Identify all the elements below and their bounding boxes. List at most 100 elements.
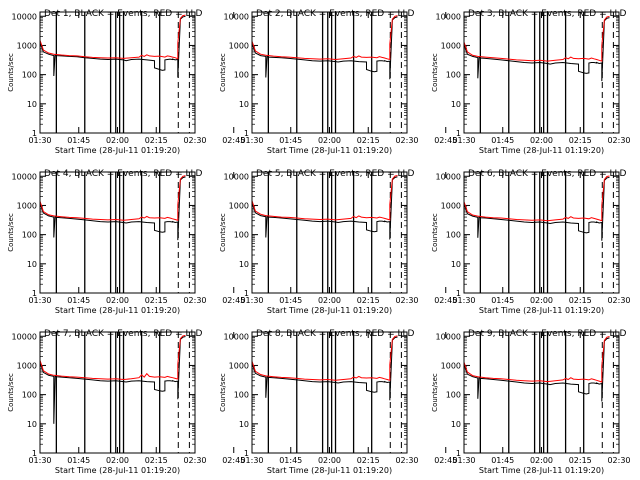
x-axis-label: Start Time (28-Jul-11 01:19:20) xyxy=(55,146,180,155)
x-tick-label: 02:00 xyxy=(318,456,341,465)
events-series-line xyxy=(40,336,186,424)
x-tick-label: 01:30 xyxy=(240,296,263,305)
x-tick-label: 02:00 xyxy=(318,136,341,145)
y-tick-label: 1 xyxy=(456,449,461,458)
x-axis-label: Start Time (28-Jul-11 01:19:20) xyxy=(55,466,180,475)
x-tick-label: 02:45 xyxy=(434,456,457,465)
x-tick-label: 02:15 xyxy=(357,136,380,145)
y-tick-label: 10 xyxy=(239,260,249,269)
y-tick-label: 10 xyxy=(27,420,37,429)
x-tick-label: 02:45 xyxy=(222,296,245,305)
x-tick-label: 02:45 xyxy=(434,136,457,145)
y-tick-label: 1000 xyxy=(441,201,461,210)
y-tick-label: 100 xyxy=(446,391,461,400)
plot-frame xyxy=(251,171,408,294)
x-axis-label: Start Time (28-Jul-11 01:19:20) xyxy=(479,146,604,155)
x-tick-label: 02:15 xyxy=(145,456,168,465)
detector-panel-4: Det 4, BLACK = Events, RED = LLD11010010… xyxy=(7,169,245,315)
y-tick-label: 1 xyxy=(32,129,37,138)
y-tick-label: 10000 xyxy=(436,332,461,341)
x-tick-label: 02:30 xyxy=(395,136,418,145)
x-tick-label: 02:15 xyxy=(569,296,592,305)
detector-panel-7: Det 7, BLACK = Events, RED = LLD11010010… xyxy=(7,329,245,475)
lld-series-line xyxy=(40,175,186,221)
y-tick-label: 10000 xyxy=(224,12,249,21)
plot-frame xyxy=(39,171,196,294)
x-tick-label: 02:00 xyxy=(318,296,341,305)
x-tick-label: 02:15 xyxy=(569,136,592,145)
y-tick-label: 10000 xyxy=(436,12,461,21)
y-tick-label: 100 xyxy=(22,231,37,240)
lld-series-line xyxy=(40,14,186,60)
y-tick-label: 100 xyxy=(22,71,37,80)
x-tick-label: 02:00 xyxy=(530,136,553,145)
events-series-line xyxy=(252,176,398,240)
x-tick-label: 02:00 xyxy=(106,136,129,145)
plot-frame xyxy=(251,331,408,454)
x-axis-label: Start Time (28-Jul-11 01:19:20) xyxy=(479,306,604,315)
y-tick-label: 1 xyxy=(244,289,249,298)
x-tick-label: 02:30 xyxy=(183,296,206,305)
x-tick-label: 01:45 xyxy=(67,456,90,465)
events-series-line xyxy=(464,176,610,241)
y-tick-label: 1 xyxy=(244,129,249,138)
y-tick-label: 10 xyxy=(27,260,37,269)
y-tick-label: 10000 xyxy=(12,172,37,181)
y-tick-label: 1 xyxy=(456,129,461,138)
y-tick-label: 10 xyxy=(451,260,461,269)
x-tick-label: 01:45 xyxy=(491,456,514,465)
x-tick-label: 01:45 xyxy=(279,136,302,145)
y-axis-label: Counts/sec xyxy=(7,53,15,92)
x-tick-label: 01:30 xyxy=(28,456,51,465)
y-tick-label: 1000 xyxy=(17,361,37,370)
y-tick-label: 10000 xyxy=(12,12,37,21)
y-tick-label: 100 xyxy=(446,71,461,80)
lld-series-line xyxy=(252,335,398,381)
lld-series-line xyxy=(464,15,610,62)
detector-panel-2: Det 2, BLACK = Events, RED = LLD11010010… xyxy=(219,9,457,155)
x-axis-label: Start Time (28-Jul-11 01:19:20) xyxy=(479,466,604,475)
lld-series-line xyxy=(464,175,610,222)
y-tick-label: 10000 xyxy=(224,172,249,181)
detector-panel-3: Det 3, BLACK = Events, RED = LLD11010010… xyxy=(431,9,631,155)
events-series-line xyxy=(464,337,610,402)
x-tick-label: 01:45 xyxy=(67,136,90,145)
x-tick-label: 02:30 xyxy=(607,296,630,305)
y-tick-label: 1000 xyxy=(229,41,249,50)
detector-panel-8: Det 8, BLACK = Events, RED = LLD11010010… xyxy=(219,329,457,475)
y-tick-label: 1 xyxy=(456,289,461,298)
plot-frame xyxy=(251,11,408,134)
y-tick-label: 100 xyxy=(234,391,249,400)
x-tick-label: 02:30 xyxy=(183,136,206,145)
lld-series-line xyxy=(464,336,610,383)
lld-series-line xyxy=(252,175,398,221)
x-tick-label: 01:45 xyxy=(279,296,302,305)
x-tick-label: 02:00 xyxy=(106,456,129,465)
y-tick-label: 1000 xyxy=(441,361,461,370)
y-axis-label: Counts/sec xyxy=(219,213,227,252)
y-tick-label: 100 xyxy=(234,231,249,240)
y-tick-label: 1000 xyxy=(229,361,249,370)
plot-frame xyxy=(463,331,620,454)
y-tick-label: 10 xyxy=(27,100,37,109)
x-tick-label: 01:45 xyxy=(279,456,302,465)
detector-panel-9: Det 9, BLACK = Events, RED = LLD11010010… xyxy=(431,329,631,475)
y-axis-label: Counts/sec xyxy=(219,53,227,92)
y-tick-label: 1000 xyxy=(17,201,37,210)
y-tick-label: 1 xyxy=(244,449,249,458)
y-tick-label: 10000 xyxy=(12,332,37,341)
x-tick-label: 02:00 xyxy=(530,456,553,465)
y-tick-label: 100 xyxy=(22,391,37,400)
x-tick-label: 02:30 xyxy=(607,136,630,145)
y-axis-label: Counts/sec xyxy=(431,213,439,252)
x-tick-label: 01:30 xyxy=(28,296,51,305)
detector-panel-1: Det 1, BLACK = Events, RED = LLD11010010… xyxy=(7,9,245,155)
y-tick-label: 10 xyxy=(239,100,249,109)
x-tick-label: 02:15 xyxy=(145,296,168,305)
x-tick-label: 02:00 xyxy=(530,296,553,305)
x-axis-label: Start Time (28-Jul-11 01:19:20) xyxy=(55,306,180,315)
y-axis-label: Counts/sec xyxy=(7,373,15,412)
x-tick-label: 02:00 xyxy=(106,296,129,305)
x-tick-label: 02:15 xyxy=(145,136,168,145)
